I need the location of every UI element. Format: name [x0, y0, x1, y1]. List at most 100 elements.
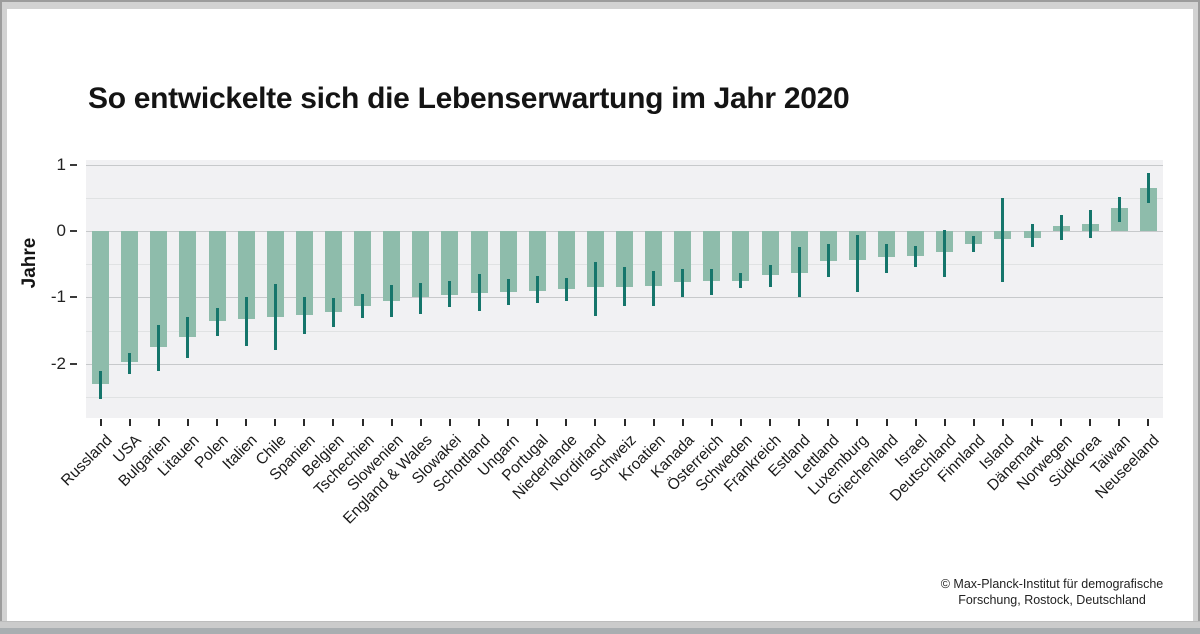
x-tick-mark: [478, 419, 480, 426]
gridline: [86, 197, 1163, 199]
error-bar-Chile: [273, 284, 277, 351]
x-tick-mark: [186, 419, 189, 426]
bar-USA: [121, 231, 139, 363]
x-tick-mark: [303, 419, 306, 426]
error-bar-Schweiz: [623, 267, 626, 307]
x-tick-mark: [681, 419, 684, 426]
error-bar-Spanien: [302, 297, 306, 334]
bar-Schweden: [732, 231, 750, 281]
error-bar-Norwegen: [1059, 215, 1063, 241]
error-bar-Kroatien: [652, 271, 656, 306]
error-bar-Israel: [914, 246, 918, 267]
gridline: [86, 396, 1163, 398]
bar-Niederlande: [557, 231, 575, 290]
bar-Frankreich: [761, 231, 779, 276]
bar-Bulgarien: [150, 231, 168, 348]
bar-Schweiz: [616, 231, 633, 287]
x-tick-mark: [1060, 419, 1063, 426]
error-bar-Österreich: [710, 268, 714, 295]
x-tick-mark: [419, 419, 422, 426]
bar-Russland: [92, 231, 110, 385]
x-tick-mark: [274, 419, 277, 426]
bar-Litauen: [179, 231, 197, 338]
bar-Ungarn: [499, 231, 517, 292]
bar-Portugal: [528, 231, 546, 291]
gridline: [86, 363, 1163, 365]
error-bar-Litauen: [186, 317, 190, 359]
x-tick-mark: [827, 419, 830, 426]
error-bar-England & Wales: [419, 283, 423, 314]
y-tick-label: 0: [56, 221, 66, 240]
error-bar-USA: [128, 353, 132, 375]
bar-Österreich: [703, 231, 721, 282]
bar-Kanada: [674, 231, 692, 283]
error-bar-Deutschland: [943, 229, 947, 277]
error-bar-Ungarn: [506, 278, 510, 305]
bottom-frame-band-dark: [0, 628, 1200, 634]
error-bar-Estland: [797, 246, 801, 298]
error-bar-Bulgarien: [157, 325, 161, 372]
bar-Spanien: [295, 231, 313, 315]
error-bar-Niederlande: [564, 278, 568, 301]
error-bar-Italien: [244, 296, 248, 347]
error-bar-Slowenien: [390, 284, 394, 318]
y-tick-mark: [70, 296, 77, 299]
error-bar-Nordirland: [593, 262, 597, 316]
x-tick-mark: [594, 419, 597, 426]
error-bar-Lettland: [826, 243, 830, 278]
error-bar-Dänemark: [1030, 224, 1034, 248]
x-tick-mark: [1001, 419, 1004, 426]
x-tick-mark: [739, 419, 742, 426]
error-bar-Island: [1001, 197, 1005, 282]
y-tick-mark: [70, 163, 77, 166]
bar-Polen: [208, 231, 226, 322]
gridline: [86, 164, 1163, 166]
x-tick-mark: [1118, 419, 1121, 426]
x-tick-mark: [332, 419, 335, 426]
x-tick-mark: [914, 419, 917, 426]
bar-Belgien: [324, 231, 342, 312]
source-line-2: Forschung, Rostock, Deutschland: [958, 593, 1146, 608]
bar-Kroatien: [645, 231, 663, 286]
x-tick-mark: [245, 419, 248, 426]
chart-title: So entwickelte sich die Lebenserwartung …: [88, 82, 850, 115]
error-bar-Russland: [99, 370, 103, 400]
x-tick-mark: [769, 419, 771, 426]
x-tick-mark: [943, 419, 946, 426]
x-tick-mark: [507, 419, 510, 426]
error-bar-Slowakei: [448, 281, 452, 307]
y-tick-label: -2: [50, 353, 66, 373]
error-bar-Schottland: [477, 274, 481, 312]
error-bar-Neuseeland: [1146, 173, 1150, 204]
bottom-frame-band-light: [0, 621, 1200, 628]
x-tick-mark: [157, 419, 160, 426]
x-tick-mark: [565, 419, 568, 426]
bar-Chile: [266, 231, 284, 317]
bar-Slowenien: [383, 231, 401, 301]
error-bar-Kanada: [681, 268, 685, 298]
error-bar-Luxemburg: [855, 234, 859, 292]
bar-Neuseeland: [1139, 187, 1157, 231]
bar-Tschechien: [354, 231, 371, 306]
x-tick-mark: [623, 419, 626, 426]
plot-area: [86, 160, 1163, 418]
source-line-1: © Max-Planck-Institut für demografische: [940, 577, 1164, 591]
bar-Slowakei: [441, 231, 459, 295]
x-tick-mark: [536, 419, 539, 426]
x-tick-mark: [1147, 419, 1150, 426]
error-bar-Tschechien: [361, 294, 364, 318]
x-tick-mark: [448, 419, 451, 426]
bar-Nordirland: [586, 231, 604, 288]
error-bar-Polen: [215, 307, 219, 336]
error-bar-Griechenland: [885, 243, 888, 274]
x-tick-mark: [390, 419, 393, 426]
x-tick-mark: [885, 419, 888, 426]
x-tick-mark: [710, 419, 713, 426]
bar-Italien: [237, 231, 255, 320]
bar-Schottland: [470, 231, 488, 294]
error-bar-Belgien: [331, 298, 335, 328]
y-tick-label: 1: [56, 154, 66, 174]
source-attribution: © Max-Planck-Institut für demografische …: [940, 576, 1164, 609]
bar-England & Wales: [412, 231, 430, 298]
y-tick-label: -1: [50, 287, 66, 307]
